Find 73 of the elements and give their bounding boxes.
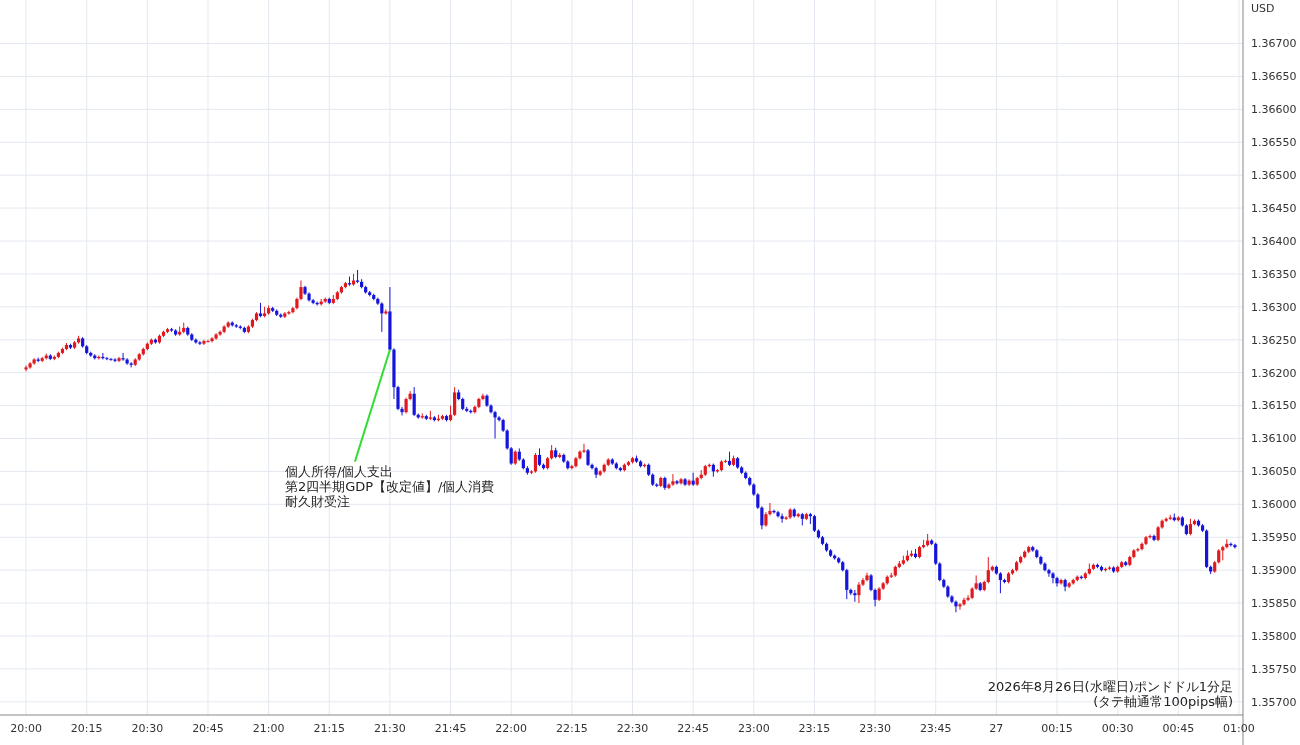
y-tick-label: 1.36400 <box>1251 234 1297 248</box>
y-tick-label: 1.35750 <box>1251 662 1297 676</box>
candlestick <box>675 479 679 486</box>
x-tick-label: 00:15 <box>1041 722 1073 735</box>
annotation: 2026年8月26日(水曜日)ポンドドル1分足 <box>987 679 1233 694</box>
x-tick-label: 22:45 <box>677 722 709 735</box>
candlestick <box>412 386 416 417</box>
candlestick <box>671 473 675 487</box>
candlestick <box>958 602 962 611</box>
y-tick-label: 1.35900 <box>1251 564 1297 578</box>
x-tick-label: 23:15 <box>798 722 831 735</box>
candlestick <box>772 509 776 515</box>
x-tick-label: 27 <box>989 722 1004 735</box>
y-tick-label: 1.36150 <box>1251 399 1297 413</box>
annotation: 耐久財受注 <box>284 493 350 509</box>
y-tick-label: 1.36500 <box>1251 169 1297 183</box>
y-tick-label: 1.36650 <box>1251 70 1297 84</box>
y-tick-label: 1.35800 <box>1251 629 1297 643</box>
x-tick-label: 20:30 <box>131 722 164 735</box>
y-tick-label: 1.35950 <box>1251 531 1297 545</box>
x-tick-label: 00:30 <box>1101 722 1134 735</box>
y-tick-label: 1.36200 <box>1251 366 1297 380</box>
y-tick-label: 1.36350 <box>1251 267 1297 281</box>
x-tick-label: 21:30 <box>374 722 406 735</box>
x-tick-label: 22:30 <box>616 722 649 735</box>
x-tick-label: 23:30 <box>859 722 891 735</box>
y-axis-title: USD <box>1251 2 1275 15</box>
x-tick-label: 20:45 <box>192 722 224 735</box>
candlestick <box>845 568 849 600</box>
candlestick <box>1051 571 1055 584</box>
candlestick <box>934 542 938 566</box>
x-tick-label: 21:00 <box>252 722 285 735</box>
candlestick <box>1059 578 1063 586</box>
candlestick <box>691 472 695 487</box>
candlestick <box>954 599 958 613</box>
candlestick <box>121 352 125 362</box>
y-tick-label: 1.36050 <box>1251 465 1297 479</box>
y-tick-label: 1.36100 <box>1251 432 1297 446</box>
x-tick-label: 22:15 <box>556 722 588 735</box>
x-tick-label: 23:45 <box>919 722 952 735</box>
annotation: 第2四半期GDP【改定値】/個人消費 <box>284 478 495 494</box>
x-tick-label: 20:15 <box>70 722 103 735</box>
x-tick-label: 22:00 <box>495 722 528 735</box>
candlestick <box>1055 576 1059 588</box>
candlestick <box>384 308 388 316</box>
candlestick <box>986 556 990 584</box>
candlestick <box>113 357 117 363</box>
y-tick-label: 1.36600 <box>1251 103 1297 117</box>
candlestick <box>533 452 538 474</box>
candlestick <box>24 364 28 372</box>
candlestick <box>780 513 784 524</box>
x-tick-label: 21:45 <box>434 722 467 735</box>
x-tick-label: 00:45 <box>1162 722 1195 735</box>
candlestick <box>962 597 966 607</box>
candlestick <box>453 386 457 417</box>
candlestick <box>857 581 861 604</box>
x-tick-label: 01:00 <box>1223 722 1255 735</box>
annotation: 個人所得/個人支出 <box>284 463 394 479</box>
annotation: (タテ軸通常100pips幅) <box>1093 694 1233 709</box>
y-tick-label: 1.36250 <box>1251 333 1297 347</box>
x-tick-label: 20:00 <box>10 722 42 735</box>
y-tick-label: 1.36000 <box>1251 498 1297 512</box>
x-tick-label: 23:00 <box>737 722 770 735</box>
y-tick-label: 1.36550 <box>1251 136 1297 150</box>
x-tick-label: 21:15 <box>313 722 346 735</box>
candlestick <box>853 589 857 603</box>
y-tick-label: 1.35700 <box>1251 695 1297 709</box>
y-tick-label: 1.35850 <box>1251 596 1297 610</box>
y-tick-label: 1.36300 <box>1251 300 1297 314</box>
y-tick-label: 1.36450 <box>1251 201 1297 215</box>
candlestick <box>938 561 942 582</box>
y-tick-label: 1.36700 <box>1251 37 1297 51</box>
candlestick <box>198 340 202 346</box>
